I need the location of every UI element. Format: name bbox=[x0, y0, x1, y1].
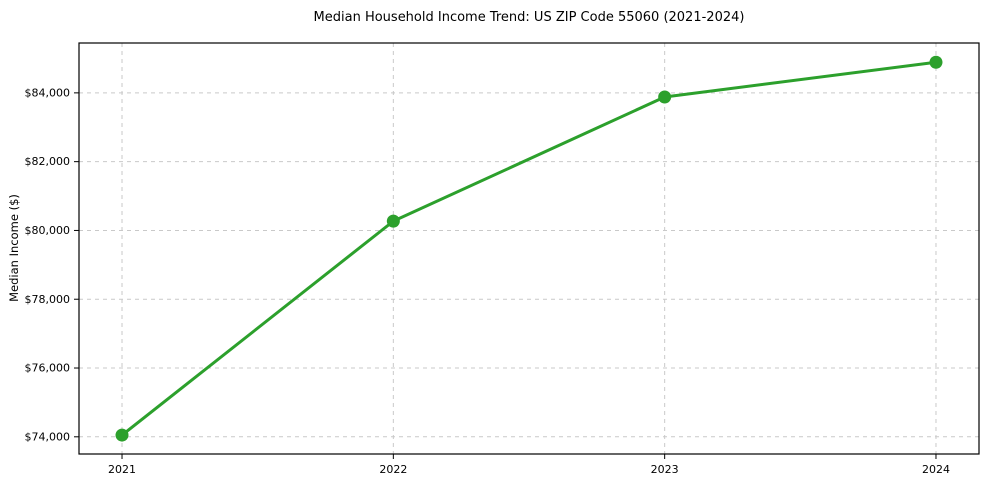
trend-line bbox=[120, 60, 938, 437]
x-tick-label: 2024 bbox=[922, 463, 950, 476]
data-point bbox=[386, 214, 400, 228]
y-tick-label: $74,000 bbox=[25, 430, 71, 443]
data-point bbox=[929, 55, 943, 69]
y-tick-label: $78,000 bbox=[25, 293, 71, 306]
x-tick-label: 2021 bbox=[108, 463, 136, 476]
y-tick-label: $80,000 bbox=[25, 224, 71, 237]
chart-title: Median Household Income Trend: US ZIP Co… bbox=[314, 10, 745, 25]
axes bbox=[78, 42, 980, 455]
x-tick-label: 2022 bbox=[379, 463, 407, 476]
data-point bbox=[115, 428, 129, 442]
x-tick-label: 2023 bbox=[651, 463, 679, 476]
gridlines bbox=[79, 43, 979, 454]
tick-marks bbox=[74, 92, 937, 459]
tick-labels: $74,000 $76,000 $78,000 $80,000 $82,000 $84,0… bbox=[25, 86, 950, 476]
data-series bbox=[115, 55, 943, 442]
y-tick-label: $82,000 bbox=[25, 155, 71, 168]
y-tick-label: $84,000 bbox=[25, 86, 71, 99]
plot-border bbox=[78, 42, 980, 455]
data-point bbox=[658, 90, 672, 104]
y-axis-label: Median Income ($) bbox=[7, 194, 21, 302]
y-tick-label: $76,000 bbox=[25, 362, 71, 375]
